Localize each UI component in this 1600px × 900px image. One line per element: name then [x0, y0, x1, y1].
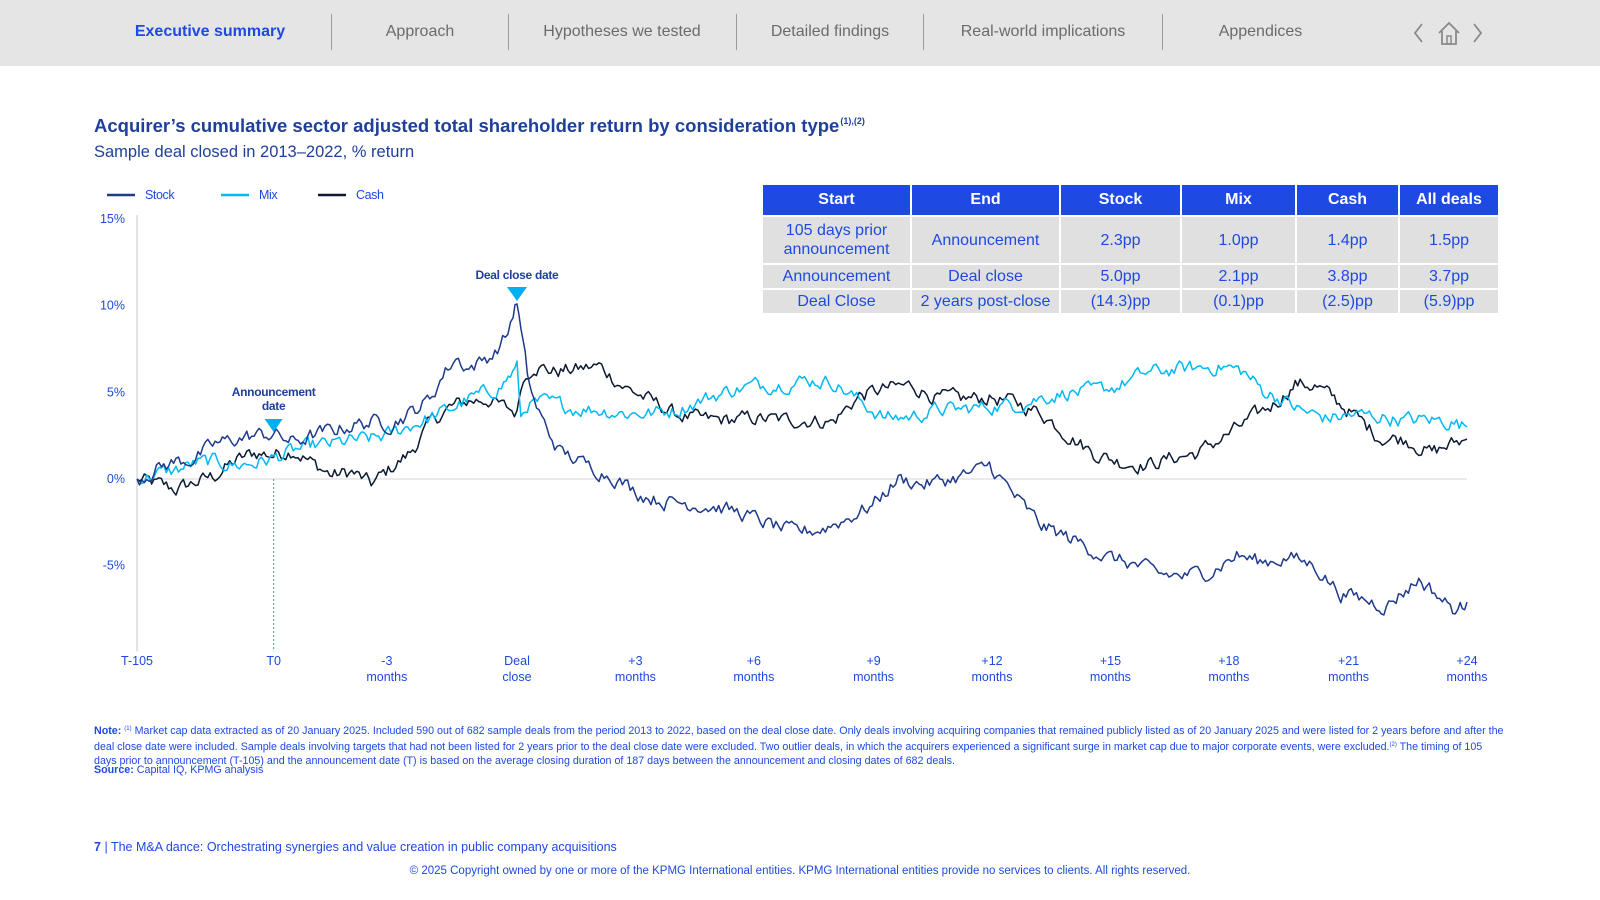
y-tick-label: 10%: [100, 299, 125, 313]
chart-notes: Note: (1) Market cap data extracted as o…: [94, 725, 1504, 767]
nav-divider: [508, 14, 509, 50]
table-cell: 105 days prior announcement: [763, 215, 910, 263]
table-cell: (5.9)pp: [1400, 288, 1498, 313]
table-cell: (2.5)pp: [1297, 288, 1398, 313]
column-header: Stock: [1061, 185, 1180, 215]
x-tick-label: +15 months: [1090, 654, 1131, 684]
x-tick-label: +24 months: [1447, 654, 1488, 684]
table-cell: Announcement: [763, 263, 910, 288]
table-cell: Announcement: [912, 215, 1059, 263]
tab-appendices[interactable]: Appendices: [1218, 23, 1303, 40]
table-cell: 1.4pp: [1297, 215, 1398, 263]
chart-legend: Stock Mix Cash: [107, 188, 384, 202]
x-tick-label: T0: [266, 654, 281, 668]
series-line-stock: [136, 303, 1468, 616]
nav-divider: [1162, 14, 1163, 50]
y-tick-label: 5%: [107, 385, 125, 399]
column-header: All deals: [1400, 185, 1498, 215]
column-header: Mix: [1182, 185, 1295, 215]
nav-divider: [331, 14, 332, 50]
page-number: 7: [94, 840, 101, 854]
table-cell: 2.3pp: [1061, 215, 1180, 263]
chart-axes: 15% 10% 5% 0% -5% T-105 T0 -3 months Deal close +3 m…: [100, 212, 1488, 684]
column-header: Start: [763, 185, 910, 215]
copyright-notice: © 2025 Copyright owned by one or more of…: [409, 865, 1191, 877]
table-row: Announcement Deal close 5.0pp 2.1pp 3.8p…: [763, 263, 1498, 288]
chart-subtitle: Sample deal closed in 2013–2022, % retur…: [94, 143, 415, 161]
column-header: End: [912, 185, 1059, 215]
table-cell: 3.7pp: [1400, 263, 1498, 288]
tab-real-world-implications[interactable]: Real-world implications: [960, 23, 1126, 40]
chart-annotations: Announcement date Deal close date: [232, 268, 560, 652]
chart-title: Acquirer’s cumulative sector adjusted to…: [94, 115, 865, 136]
top-navigation: Executive summary Approach Hypotheses we…: [0, 0, 1600, 66]
x-tick-label: -3 months: [366, 654, 407, 684]
x-tick-label: Deal close: [502, 654, 531, 684]
table-cell: (14.3)pp: [1061, 288, 1180, 313]
y-tick-label: 15%: [100, 212, 125, 226]
deal-close-date-label: Deal close date: [476, 268, 560, 282]
x-tick-label: +21 months: [1328, 654, 1369, 684]
chevron-right-icon[interactable]: [1470, 20, 1486, 46]
column-header: Cash: [1297, 185, 1398, 215]
legend-label-cash: Cash: [356, 188, 384, 202]
y-tick-label: 0%: [107, 472, 125, 486]
x-tick-label: +3 months: [615, 654, 656, 684]
announcement-marker-triangle: [264, 419, 283, 432]
table-cell: 3.8pp: [1297, 263, 1398, 288]
table-cell: 5.0pp: [1061, 263, 1180, 288]
tab-detailed-findings[interactable]: Detailed findings: [770, 23, 890, 40]
tab-executive-summary[interactable]: Executive summary: [134, 23, 286, 40]
x-tick-label: +6 months: [733, 654, 774, 684]
table-cell: (0.1)pp: [1182, 288, 1295, 313]
table-cell: Deal Close: [763, 288, 910, 313]
chart-series: [136, 303, 1468, 616]
tab-approach[interactable]: Approach: [385, 23, 455, 40]
title-footnote-ref: (1),(2): [840, 116, 865, 126]
table-cell: 2.1pp: [1182, 263, 1295, 288]
deal-close-marker-triangle: [507, 287, 527, 301]
table-row: Deal Close 2 years post-close (14.3)pp (…: [763, 288, 1498, 313]
series-line-mix: [136, 360, 1468, 485]
legend-label-mix: Mix: [259, 188, 278, 202]
announcement-date-label: Announcement date: [232, 385, 316, 413]
table-cell: 1.5pp: [1400, 215, 1498, 263]
table-cell: Deal close: [912, 263, 1059, 288]
home-icon[interactable]: [1436, 20, 1462, 46]
x-tick-label: +12 months: [972, 654, 1013, 684]
y-tick-label: -5%: [103, 559, 125, 573]
table-cell: 2 years post-close: [912, 288, 1059, 313]
legend-label-stock: Stock: [145, 188, 175, 202]
table-row: 105 days prior announcement Announcement…: [763, 215, 1498, 263]
chevron-left-icon[interactable]: [1410, 20, 1426, 46]
table-header-row: Start End Stock Mix Cash All deals: [763, 185, 1498, 215]
nav-divider: [923, 14, 924, 50]
tsr-line-chart: 15% 10% 5% 0% -5% T-105 T0 -3 months Deal close +3 m…: [100, 188, 1488, 684]
series-line-cash: [136, 361, 1468, 496]
x-tick-label: +18 months: [1208, 654, 1249, 684]
report-title: The M&A dance: Orchestrating synergies a…: [110, 840, 617, 854]
table-cell: 1.0pp: [1182, 215, 1295, 263]
page-footer: 7 | The M&A dance: Orchestrating synergi…: [94, 840, 617, 854]
chart-source: Source: Capital IQ, KPMG analysis: [94, 764, 264, 776]
return-summary-table: Start End Stock Mix Cash All deals 105 d…: [761, 185, 1500, 313]
nav-icons: [1410, 20, 1486, 46]
x-tick-label: T-105: [121, 654, 153, 668]
tab-hypotheses[interactable]: Hypotheses we tested: [543, 23, 701, 40]
nav-divider: [736, 14, 737, 50]
x-tick-label: +9 months: [853, 654, 894, 684]
